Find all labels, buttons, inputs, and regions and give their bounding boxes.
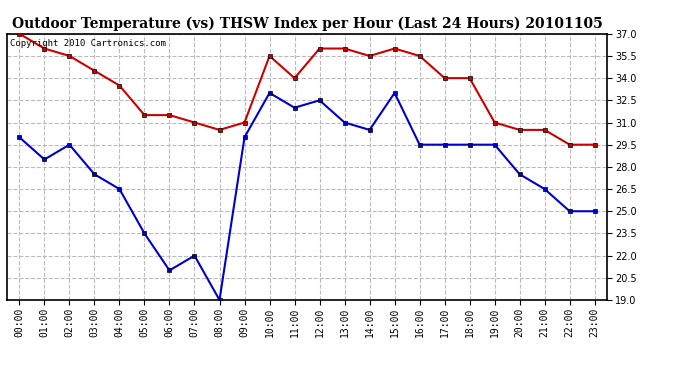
Text: Copyright 2010 Cartronics.com: Copyright 2010 Cartronics.com <box>10 39 166 48</box>
Title: Outdoor Temperature (vs) THSW Index per Hour (Last 24 Hours) 20101105: Outdoor Temperature (vs) THSW Index per … <box>12 17 602 31</box>
